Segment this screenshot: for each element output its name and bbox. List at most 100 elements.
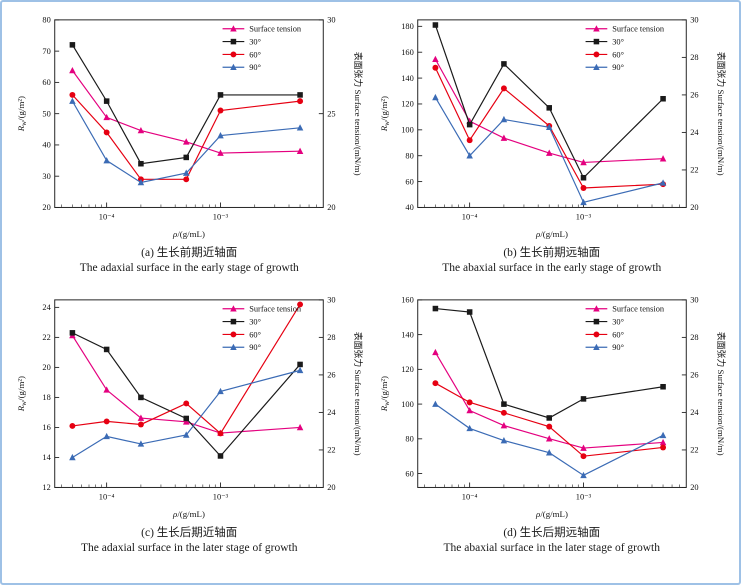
svg-text:30: 30 bbox=[690, 296, 698, 305]
figure-panel-c: 12 14 16 18 20 22 24 20 22 24 26 28 30 10⁻⁴ 10⁻³ Rw/(g/… bbox=[10, 290, 369, 556]
caption-c: (c) 生长后期近轴面 The adaxial surface in the l… bbox=[81, 526, 298, 556]
svg-text:Surface tension: Surface tension bbox=[612, 25, 665, 34]
svg-text:16: 16 bbox=[43, 423, 51, 432]
svg-text:60°: 60° bbox=[612, 50, 624, 59]
svg-text:90°: 90° bbox=[612, 63, 624, 72]
svg-text:10⁻⁴: 10⁻⁴ bbox=[99, 492, 115, 501]
caption-a-cn: (a) 生长前期近轴面 bbox=[141, 247, 238, 259]
caption-a-en: The adaxial surface in the early stage o… bbox=[79, 261, 299, 274]
svg-text:24: 24 bbox=[327, 408, 336, 417]
svg-text:28: 28 bbox=[690, 333, 698, 342]
svg-text:10⁻⁴: 10⁻⁴ bbox=[99, 212, 115, 221]
chart-grid: 20 30 40 50 60 70 80 20 25 30 10⁻⁴ 10⁻³ Rw/(g/m²) 表面张… bbox=[10, 10, 731, 556]
figure-panel-a: 20 30 40 50 60 70 80 20 25 30 10⁻⁴ 10⁻³ Rw/(g/m²) 表面张… bbox=[10, 10, 369, 276]
caption-b-en: The abaxial surface in the early stage o… bbox=[442, 261, 662, 274]
caption-b-cn: (b) 生长前期远轴面 bbox=[503, 247, 601, 259]
svg-text:表面张力 Surface tension/(mN/m): 表面张力 Surface tension/(mN/m) bbox=[353, 332, 364, 456]
svg-text:Surface tension: Surface tension bbox=[612, 305, 665, 314]
svg-text:180: 180 bbox=[401, 22, 414, 31]
svg-text:140: 140 bbox=[401, 74, 414, 83]
svg-text:表面张力 Surface tension/(mN/m): 表面张力 Surface tension/(mN/m) bbox=[716, 332, 727, 456]
caption-a: (a) 生长前期近轴面 The adaxial surface in the e… bbox=[80, 246, 299, 276]
svg-text:22: 22 bbox=[690, 166, 698, 175]
svg-text:60°: 60° bbox=[249, 50, 261, 59]
svg-text:160: 160 bbox=[401, 296, 414, 305]
svg-text:ρ/(g/mL): ρ/(g/mL) bbox=[172, 229, 205, 239]
svg-text:90°: 90° bbox=[612, 343, 624, 352]
svg-text:30°: 30° bbox=[612, 317, 624, 326]
svg-text:24: 24 bbox=[43, 303, 52, 312]
svg-text:Surface tension: Surface tension bbox=[249, 25, 302, 34]
svg-text:Surface tension: Surface tension bbox=[249, 305, 302, 314]
chart-a-early-adaxial: 20 30 40 50 60 70 80 20 25 30 10⁻⁴ 10⁻³ Rw/(g/m²) 表面张… bbox=[16, 16, 364, 239]
svg-text:60: 60 bbox=[43, 78, 51, 87]
svg-text:30: 30 bbox=[690, 16, 698, 25]
svg-text:90°: 90° bbox=[249, 63, 261, 72]
svg-text:26: 26 bbox=[690, 371, 698, 380]
caption-d-cn: (d) 生长后期远轴面 bbox=[503, 526, 601, 539]
svg-text:26: 26 bbox=[327, 371, 335, 380]
svg-text:80: 80 bbox=[43, 16, 51, 25]
svg-text:60°: 60° bbox=[612, 330, 624, 339]
svg-text:40: 40 bbox=[405, 203, 413, 212]
svg-text:20: 20 bbox=[327, 483, 335, 492]
svg-text:10⁻⁴: 10⁻⁴ bbox=[462, 492, 478, 501]
svg-text:ρ/(g/mL): ρ/(g/mL) bbox=[535, 229, 568, 239]
chart-d-later-abaxial: 60 80 100 120 140 160 20 22 24 26 28 30 10⁻⁴ 10⁻³ Rw/(… bbox=[379, 296, 727, 519]
svg-text:表面张力 Surface tension/(mN/m): 表面张力 Surface tension/(mN/m) bbox=[716, 52, 727, 176]
figure-panel-d: 60 80 100 120 140 160 20 22 24 26 28 30 10⁻⁴ 10⁻³ Rw/(… bbox=[373, 290, 732, 556]
svg-text:90°: 90° bbox=[249, 343, 261, 352]
svg-text:100: 100 bbox=[401, 126, 414, 135]
svg-text:60: 60 bbox=[405, 469, 413, 478]
svg-text:10⁻³: 10⁻³ bbox=[576, 492, 592, 501]
svg-text:30: 30 bbox=[327, 296, 335, 305]
svg-text:20: 20 bbox=[43, 203, 51, 212]
svg-text:表面张力 Surface tension/(mN/m): 表面张力 Surface tension/(mN/m) bbox=[353, 52, 364, 176]
svg-text:40: 40 bbox=[43, 141, 51, 150]
svg-text:50: 50 bbox=[43, 109, 51, 118]
svg-text:60: 60 bbox=[405, 177, 413, 186]
svg-text:24: 24 bbox=[690, 128, 699, 137]
svg-text:Rw/(g/m²): Rw/(g/m²) bbox=[379, 376, 391, 412]
svg-text:100: 100 bbox=[401, 400, 414, 409]
svg-text:10⁻³: 10⁻³ bbox=[576, 212, 592, 221]
svg-text:20: 20 bbox=[690, 203, 698, 212]
svg-text:140: 140 bbox=[401, 330, 414, 339]
svg-text:22: 22 bbox=[690, 446, 698, 455]
svg-text:22: 22 bbox=[43, 333, 51, 342]
svg-text:30°: 30° bbox=[612, 38, 624, 47]
caption-c-en: The adaxial surface in the later stage o… bbox=[81, 541, 298, 554]
svg-text:30: 30 bbox=[327, 16, 335, 25]
svg-text:28: 28 bbox=[327, 333, 335, 342]
svg-text:160: 160 bbox=[401, 48, 414, 57]
svg-text:10⁻³: 10⁻³ bbox=[213, 492, 229, 501]
svg-text:30: 30 bbox=[43, 172, 51, 181]
svg-text:18: 18 bbox=[43, 393, 51, 402]
svg-text:80: 80 bbox=[405, 434, 413, 443]
svg-text:28: 28 bbox=[690, 53, 698, 62]
svg-text:10⁻⁴: 10⁻⁴ bbox=[462, 212, 478, 221]
caption-b: (b) 生长前期远轴面 The abaxial surface in the e… bbox=[442, 246, 661, 276]
svg-text:26: 26 bbox=[690, 91, 698, 100]
svg-text:24: 24 bbox=[690, 408, 699, 417]
svg-text:20: 20 bbox=[327, 203, 335, 212]
svg-text:70: 70 bbox=[43, 47, 51, 56]
svg-text:30°: 30° bbox=[249, 38, 261, 47]
caption-d: (d) 生长后期远轴面 The abaxial surface in the l… bbox=[444, 526, 661, 556]
svg-text:Rw/(g/m²): Rw/(g/m²) bbox=[379, 96, 391, 132]
svg-text:20: 20 bbox=[690, 483, 698, 492]
svg-text:20: 20 bbox=[43, 363, 51, 372]
svg-text:22: 22 bbox=[327, 446, 335, 455]
svg-text:Rw/(g/m²): Rw/(g/m²) bbox=[16, 376, 28, 412]
svg-text:14: 14 bbox=[43, 453, 52, 462]
svg-text:120: 120 bbox=[401, 365, 414, 374]
svg-text:ρ/(g/mL): ρ/(g/mL) bbox=[172, 509, 205, 519]
chart-c-later-adaxial: 12 14 16 18 20 22 24 20 22 24 26 28 30 10⁻⁴ 10⁻³ Rw/(g/… bbox=[16, 296, 364, 519]
svg-text:80: 80 bbox=[405, 151, 413, 160]
svg-text:25: 25 bbox=[327, 109, 335, 118]
svg-text:ρ/(g/mL): ρ/(g/mL) bbox=[535, 509, 568, 519]
svg-text:60°: 60° bbox=[249, 330, 261, 339]
svg-text:30°: 30° bbox=[249, 317, 261, 326]
svg-text:Rw/(g/m²): Rw/(g/m²) bbox=[16, 96, 28, 132]
